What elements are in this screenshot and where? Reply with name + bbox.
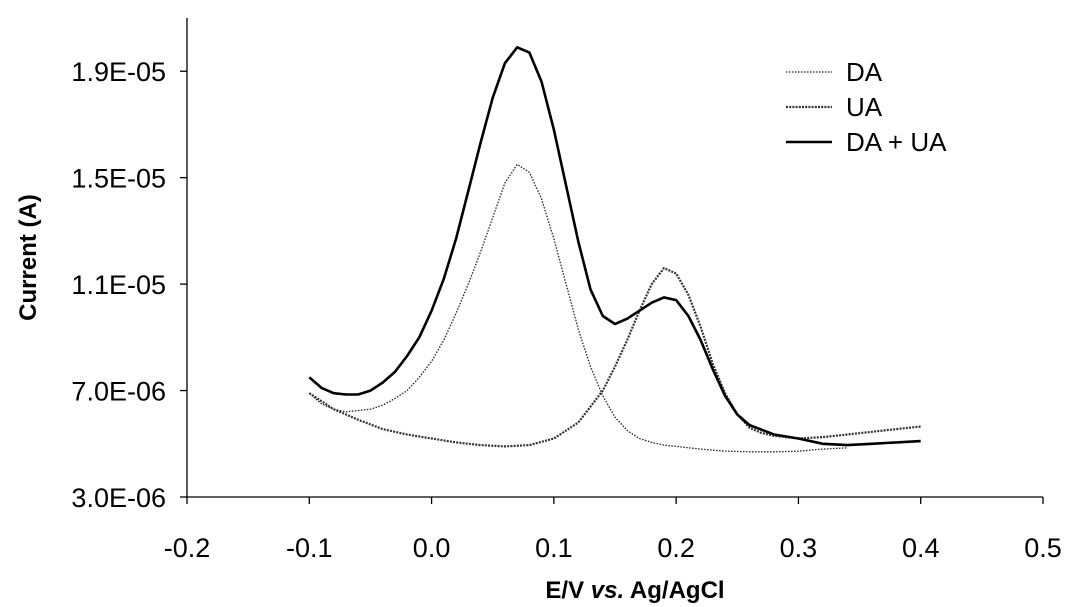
axes: -0.2 -0.1 0.0 0.1 0.2 0.3 0.4 0.5 3.0E-06 7.0E-06… xyxy=(71,18,1061,563)
x-tick-label: -0.2 xyxy=(164,533,211,563)
x-tick-label: -0.1 xyxy=(286,533,333,563)
series-line-2 xyxy=(309,268,920,446)
x-axis-title-part: E/V xyxy=(545,577,590,604)
y-tick-label: 1.9E-05 xyxy=(71,57,166,87)
x-tick-label: 0.2 xyxy=(657,533,695,563)
y-axis-title: Current (A) xyxy=(15,194,42,321)
y-tick-label: 7.0E-06 xyxy=(71,377,166,407)
x-axis-title-part: vs. xyxy=(591,577,624,604)
x-tick-label: 0.3 xyxy=(780,533,818,563)
x-axis-title: E/V vs. Ag/AgCl xyxy=(545,577,724,604)
y-tick-label: 1.1E-05 xyxy=(71,270,166,300)
x-tick-label: 0.1 xyxy=(535,533,573,563)
legend: DA UA DA + UA xyxy=(786,57,947,157)
y-tick-label: 3.0E-06 xyxy=(71,483,166,513)
legend-label-3: DA + UA xyxy=(846,127,947,157)
legend-label-2: UA xyxy=(846,92,883,122)
y-tick-label: 1.5E-05 xyxy=(71,164,166,194)
legend-label-1: DA xyxy=(846,57,883,87)
x-tick-label: 0.5 xyxy=(1024,533,1062,563)
x-tick-label: 0.4 xyxy=(902,533,940,563)
x-tick-label: 0.0 xyxy=(413,533,451,563)
x-axis-title-part: Ag/AgCl xyxy=(624,577,724,604)
series-line-1 xyxy=(309,164,847,451)
